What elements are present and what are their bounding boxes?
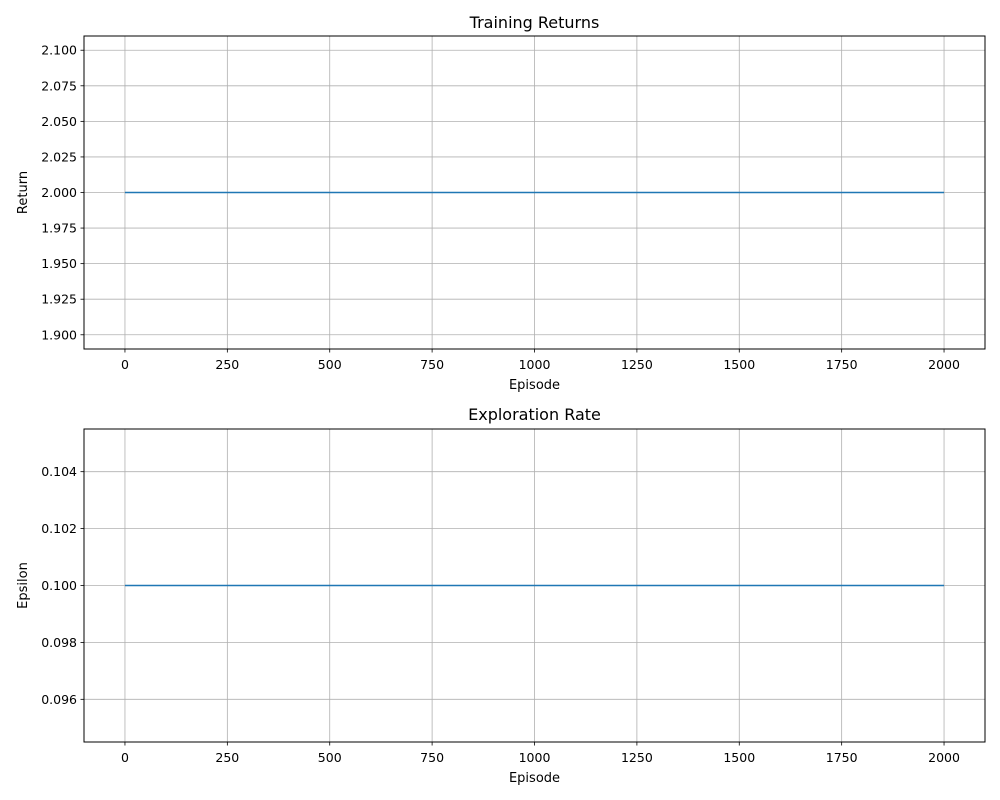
x-tick-label: 1250 (621, 750, 653, 765)
y-tick-label: 0.096 (41, 692, 77, 707)
y-tick-label: 1.900 (41, 327, 77, 342)
y-tick-label: 2.000 (41, 185, 77, 200)
y-tick-label: 2.025 (41, 149, 77, 164)
x-ticks: 0 250 500 750 1000 1250 1500 1750 2000 (121, 742, 960, 765)
y-ticks: 0.096 0.098 0.100 0.102 0.104 (41, 464, 84, 707)
y-tick-label: 0.098 (41, 635, 77, 650)
y-axis-label: Return (16, 171, 31, 214)
chart-title: Exploration Rate (468, 405, 601, 424)
y-tick-label: 1.925 (41, 292, 77, 307)
x-tick-label: 1250 (621, 357, 653, 372)
x-tick-label: 2000 (928, 357, 960, 372)
y-tick-label: 1.950 (41, 256, 77, 271)
x-tick-label: 500 (318, 750, 342, 765)
y-tick-label: 1.975 (41, 221, 77, 236)
x-tick-label: 1000 (519, 357, 551, 372)
y-tick-label: 2.050 (41, 114, 77, 129)
x-tick-label: 750 (420, 750, 444, 765)
x-tick-label: 500 (318, 357, 342, 372)
x-tick-label: 0 (121, 357, 129, 372)
y-tick-label: 2.075 (41, 78, 77, 93)
x-tick-label: 1500 (723, 357, 755, 372)
training-returns-plot: 0 250 500 750 1000 1250 1500 1750 2000 1.900 1.92… (16, 13, 986, 393)
x-tick-label: 1500 (723, 750, 755, 765)
x-tick-label: 1750 (826, 357, 858, 372)
x-ticks: 0 250 500 750 1000 1250 1500 1750 2000 (121, 349, 960, 372)
x-tick-label: 1750 (826, 750, 858, 765)
x-tick-label: 1000 (519, 750, 551, 765)
y-ticks: 1.900 1.925 1.950 1.975 2.000 2.025 2.050 2.075… (41, 43, 84, 342)
x-tick-label: 250 (215, 357, 239, 372)
x-tick-label: 2000 (928, 750, 960, 765)
exploration-rate-plot: 0 250 500 750 1000 1250 1500 1750 2000 0.0960.09… (16, 405, 986, 786)
x-tick-label: 250 (215, 750, 239, 765)
x-tick-label: 0 (121, 750, 129, 765)
x-tick-label: 750 (420, 357, 444, 372)
x-axis-label: Episode (509, 378, 560, 393)
y-tick-label: 2.100 (41, 43, 77, 58)
y-axis-label: Epsilon (16, 562, 31, 609)
y-tick-label: 0.100 (41, 578, 77, 593)
chart-title: Training Returns (469, 13, 600, 32)
y-tick-label: 0.102 (41, 521, 77, 536)
x-axis-label: Episode (509, 771, 560, 786)
y-tick-label: 0.104 (41, 464, 77, 479)
